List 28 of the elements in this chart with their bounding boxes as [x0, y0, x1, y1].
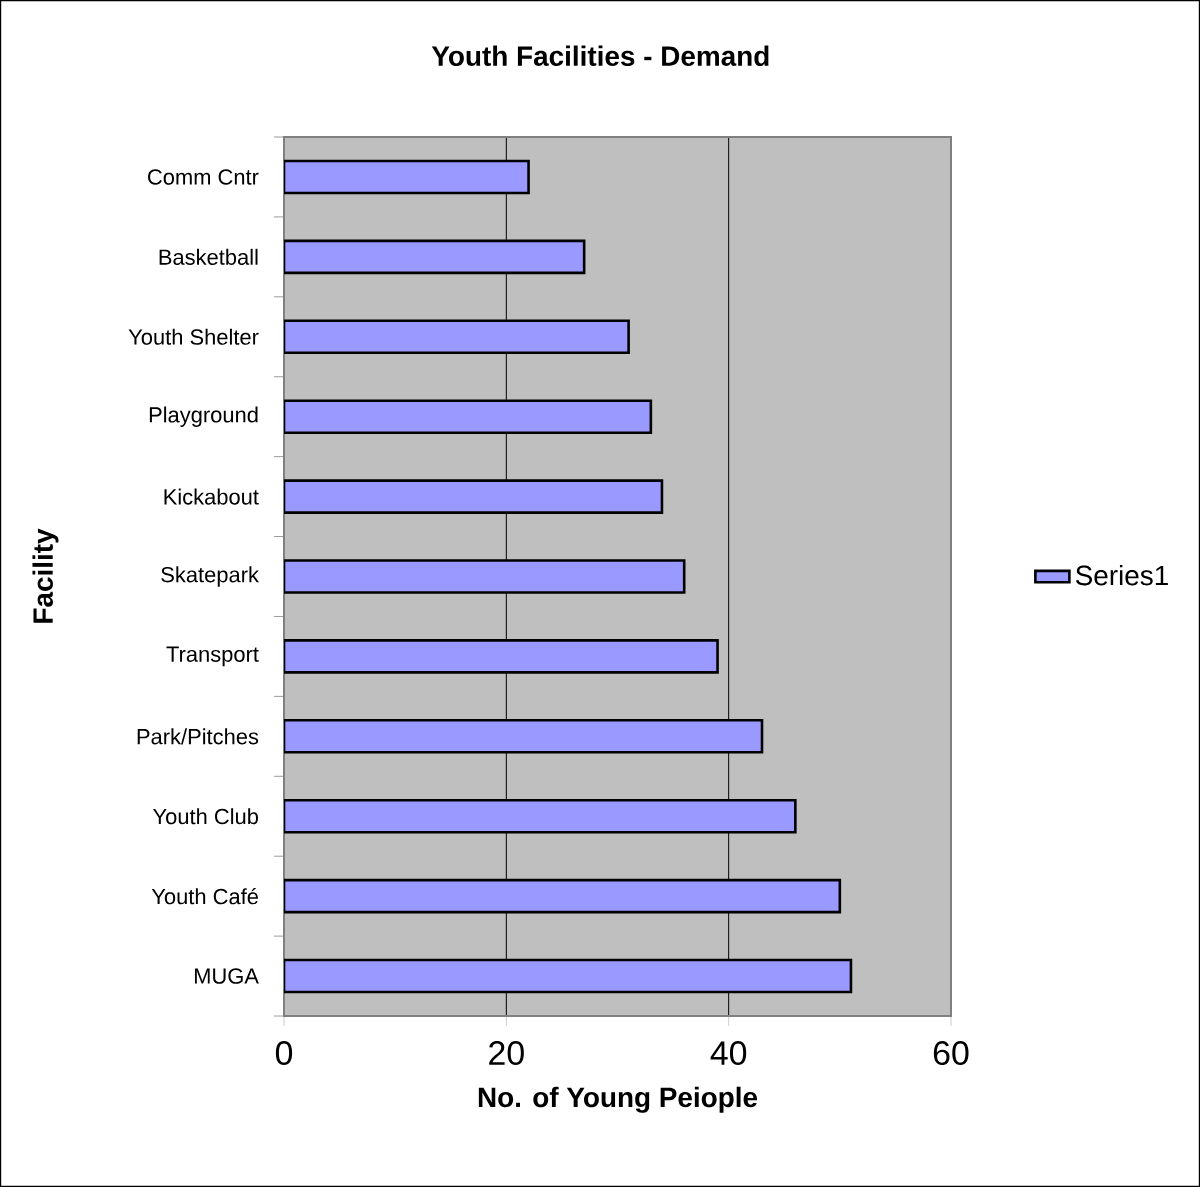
y-tick-label: Basketball: [159, 248, 258, 265]
bar: [284, 719, 764, 754]
y-tick-label: Transport: [166, 646, 259, 667]
y-axis-title: Facility: [32, 528, 59, 623]
bar: [284, 958, 853, 994]
y-tick-label: Park/Pitches: [137, 728, 259, 745]
bar: [284, 399, 653, 434]
x-tick-label: 0: [275, 1041, 293, 1066]
bar: [284, 639, 719, 674]
y-tick-label: MUGA: [195, 968, 259, 984]
y-tick-label: Youth Shelter: [128, 328, 259, 345]
chart-title: Youth Facilities - Demand: [431, 45, 769, 67]
bar: [284, 479, 664, 514]
x-tick-label: 60: [933, 1041, 969, 1066]
bar: [284, 559, 686, 594]
y-tick-label: Skatepark: [161, 566, 259, 587]
y-tick-label: Kickabout: [164, 488, 259, 505]
y-tick-label: Playground: [149, 406, 258, 427]
x-axis-title: No. of Young Peiople: [478, 1086, 758, 1113]
x-tick-label: 20: [489, 1041, 524, 1066]
y-tick-label: Youth Café: [151, 887, 258, 905]
bar: [284, 239, 586, 275]
y-tick-label: Youth Club: [152, 808, 258, 825]
legend-label: Series1: [1075, 564, 1168, 586]
y-tick-label: Comm Cntr: [148, 169, 259, 185]
bar: [284, 159, 530, 195]
bar: [284, 878, 842, 914]
x-tick-label: 40: [710, 1041, 747, 1066]
